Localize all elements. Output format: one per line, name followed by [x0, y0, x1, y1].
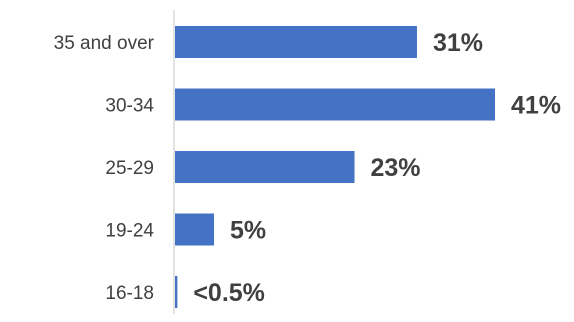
data-labels-group: 31% 41% 23% 5% <0.5%: [193, 29, 561, 307]
category-label: 35 and over: [54, 33, 155, 54]
category-label: 19-24: [105, 221, 154, 242]
data-label: 5%: [230, 217, 266, 245]
bar-16-18: [175, 276, 178, 308]
bar-35-and-over: [175, 26, 417, 58]
bars-group: [175, 26, 495, 308]
category-label: 30-34: [105, 96, 154, 117]
data-label: 31%: [433, 29, 483, 57]
bar-19-24: [175, 213, 215, 246]
data-label: 41%: [511, 92, 561, 120]
bar-25-29: [175, 151, 355, 183]
data-label: 23%: [371, 154, 421, 182]
category-label: 25-29: [105, 158, 154, 179]
category-labels-group: 35 and over 30-34 25-29 19-24 16-18: [54, 33, 155, 304]
data-label: <0.5%: [193, 279, 265, 307]
bar-30-34: [175, 88, 495, 121]
category-label: 16-18: [105, 283, 154, 304]
